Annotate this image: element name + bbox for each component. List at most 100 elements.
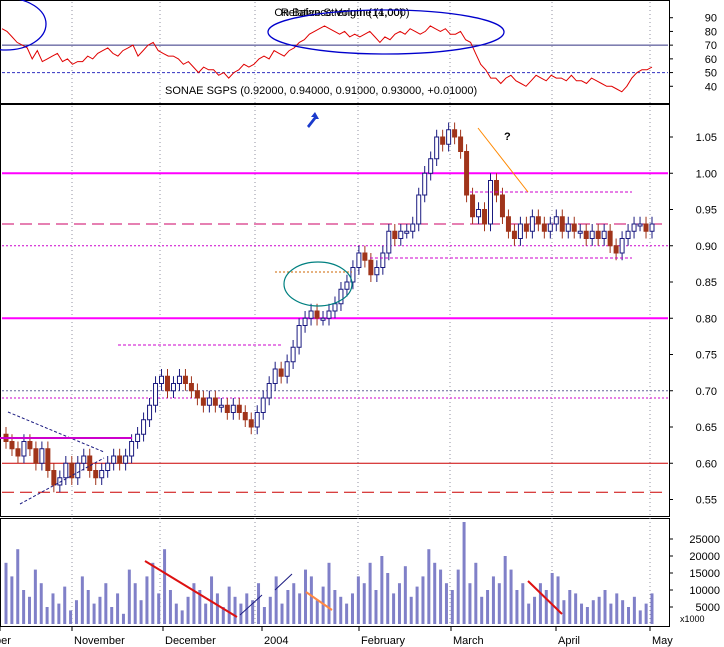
candle-body	[63, 462, 69, 479]
candle-body	[75, 462, 81, 479]
candle-body	[559, 216, 565, 232]
candle-body	[488, 180, 493, 225]
rsi-tick-label: 60	[705, 54, 717, 66]
candle-body	[218, 404, 224, 408]
price-tick-label: 0.95	[696, 205, 717, 217]
volume-bar	[163, 549, 167, 624]
rsi-series-line	[1, 25, 653, 93]
volume-bar	[527, 603, 531, 624]
candle-body	[87, 455, 93, 471]
x-tick-label: February	[361, 635, 406, 647]
volume-bar	[174, 603, 178, 624]
volume-bar	[533, 596, 537, 624]
volume-bar	[638, 610, 642, 624]
candle-body	[111, 455, 117, 464]
volume-bar	[480, 596, 484, 624]
volume-bar	[22, 590, 26, 624]
triangle-trendline	[19, 457, 105, 505]
candle-body	[332, 303, 338, 312]
candle-body	[27, 441, 33, 450]
candle-body	[446, 129, 452, 145]
volume-bar	[433, 562, 437, 624]
candle-body	[230, 404, 236, 413]
volume-bar	[597, 596, 601, 624]
volume-tick-label: 15000	[689, 568, 720, 580]
candle-body	[428, 158, 434, 174]
candle-body	[266, 383, 272, 399]
volume-bar	[116, 593, 120, 624]
volume-bar	[292, 583, 296, 624]
candle-body	[242, 412, 248, 421]
volume-bar	[515, 590, 519, 624]
volume-bar	[621, 600, 625, 624]
price-tick-label: 1.00	[696, 168, 717, 180]
volume-bar	[497, 583, 501, 624]
volume-bar	[33, 569, 37, 624]
volume-bar	[403, 566, 407, 624]
x-tick-label: March	[453, 635, 484, 647]
candle-body	[33, 448, 39, 464]
volume-bar	[157, 593, 161, 624]
rsi-highlight-ellipse	[0, 0, 47, 51]
volume-bar	[204, 603, 208, 624]
candle-body	[296, 325, 302, 348]
volume-bar	[227, 586, 231, 624]
candle-body	[176, 375, 182, 384]
volume-bar	[257, 583, 261, 624]
volume-bar	[139, 600, 143, 624]
candle-body	[170, 383, 176, 392]
price-panel-frame	[0, 104, 670, 517]
volume-bar	[538, 583, 542, 624]
volume-bar	[145, 576, 149, 624]
volume-bar	[27, 596, 31, 624]
volume-bar	[133, 583, 137, 624]
consolidation-ellipse	[283, 261, 353, 307]
volume-bar	[57, 603, 61, 624]
candle-body	[344, 281, 350, 290]
candle-body	[434, 136, 440, 160]
volume-bar	[262, 607, 266, 624]
candle-body	[260, 397, 266, 413]
candle-body	[541, 223, 547, 232]
price-tick-label: 0.75	[696, 350, 717, 362]
volume-bar	[444, 583, 448, 624]
candle-body	[236, 404, 242, 413]
volume-trendline	[527, 580, 563, 615]
volume-bar	[327, 562, 331, 624]
volume-bar	[298, 593, 302, 624]
candle-body	[404, 230, 410, 234]
volume-bar	[580, 603, 584, 624]
volume-bar	[86, 590, 90, 624]
volume-bar	[309, 576, 313, 624]
candle-body	[458, 136, 464, 152]
volume-tick-label: 20000	[689, 551, 720, 563]
rsi-tick-label: 40	[705, 81, 717, 93]
volume-bar	[168, 590, 172, 624]
volume-bar	[51, 593, 55, 624]
candle-body	[69, 462, 75, 479]
volume-bar	[503, 556, 507, 624]
volume-trendline	[239, 594, 263, 616]
volume-bar	[233, 596, 237, 624]
volume-bar	[462, 522, 466, 624]
candle-body	[511, 230, 517, 239]
volume-bar	[350, 593, 354, 624]
volume-bar	[644, 603, 648, 624]
volume-bar	[380, 556, 384, 624]
volume-bar	[221, 607, 225, 624]
candle-body	[165, 375, 170, 392]
volume-bar	[386, 573, 390, 624]
price-tick-label: 0.85	[696, 277, 717, 289]
rsi-tick-label: 90	[705, 13, 717, 25]
x-tick-label: December	[165, 635, 216, 647]
price-tick-label: 0.90	[696, 241, 717, 253]
candle-body	[200, 397, 206, 406]
volume-bar	[392, 593, 396, 624]
volume-bar	[491, 576, 495, 624]
volume-trendline	[274, 573, 293, 591]
volume-bar	[121, 613, 125, 624]
candle-body	[159, 375, 165, 384]
volume-bar	[186, 596, 190, 624]
candle-body	[302, 317, 308, 326]
